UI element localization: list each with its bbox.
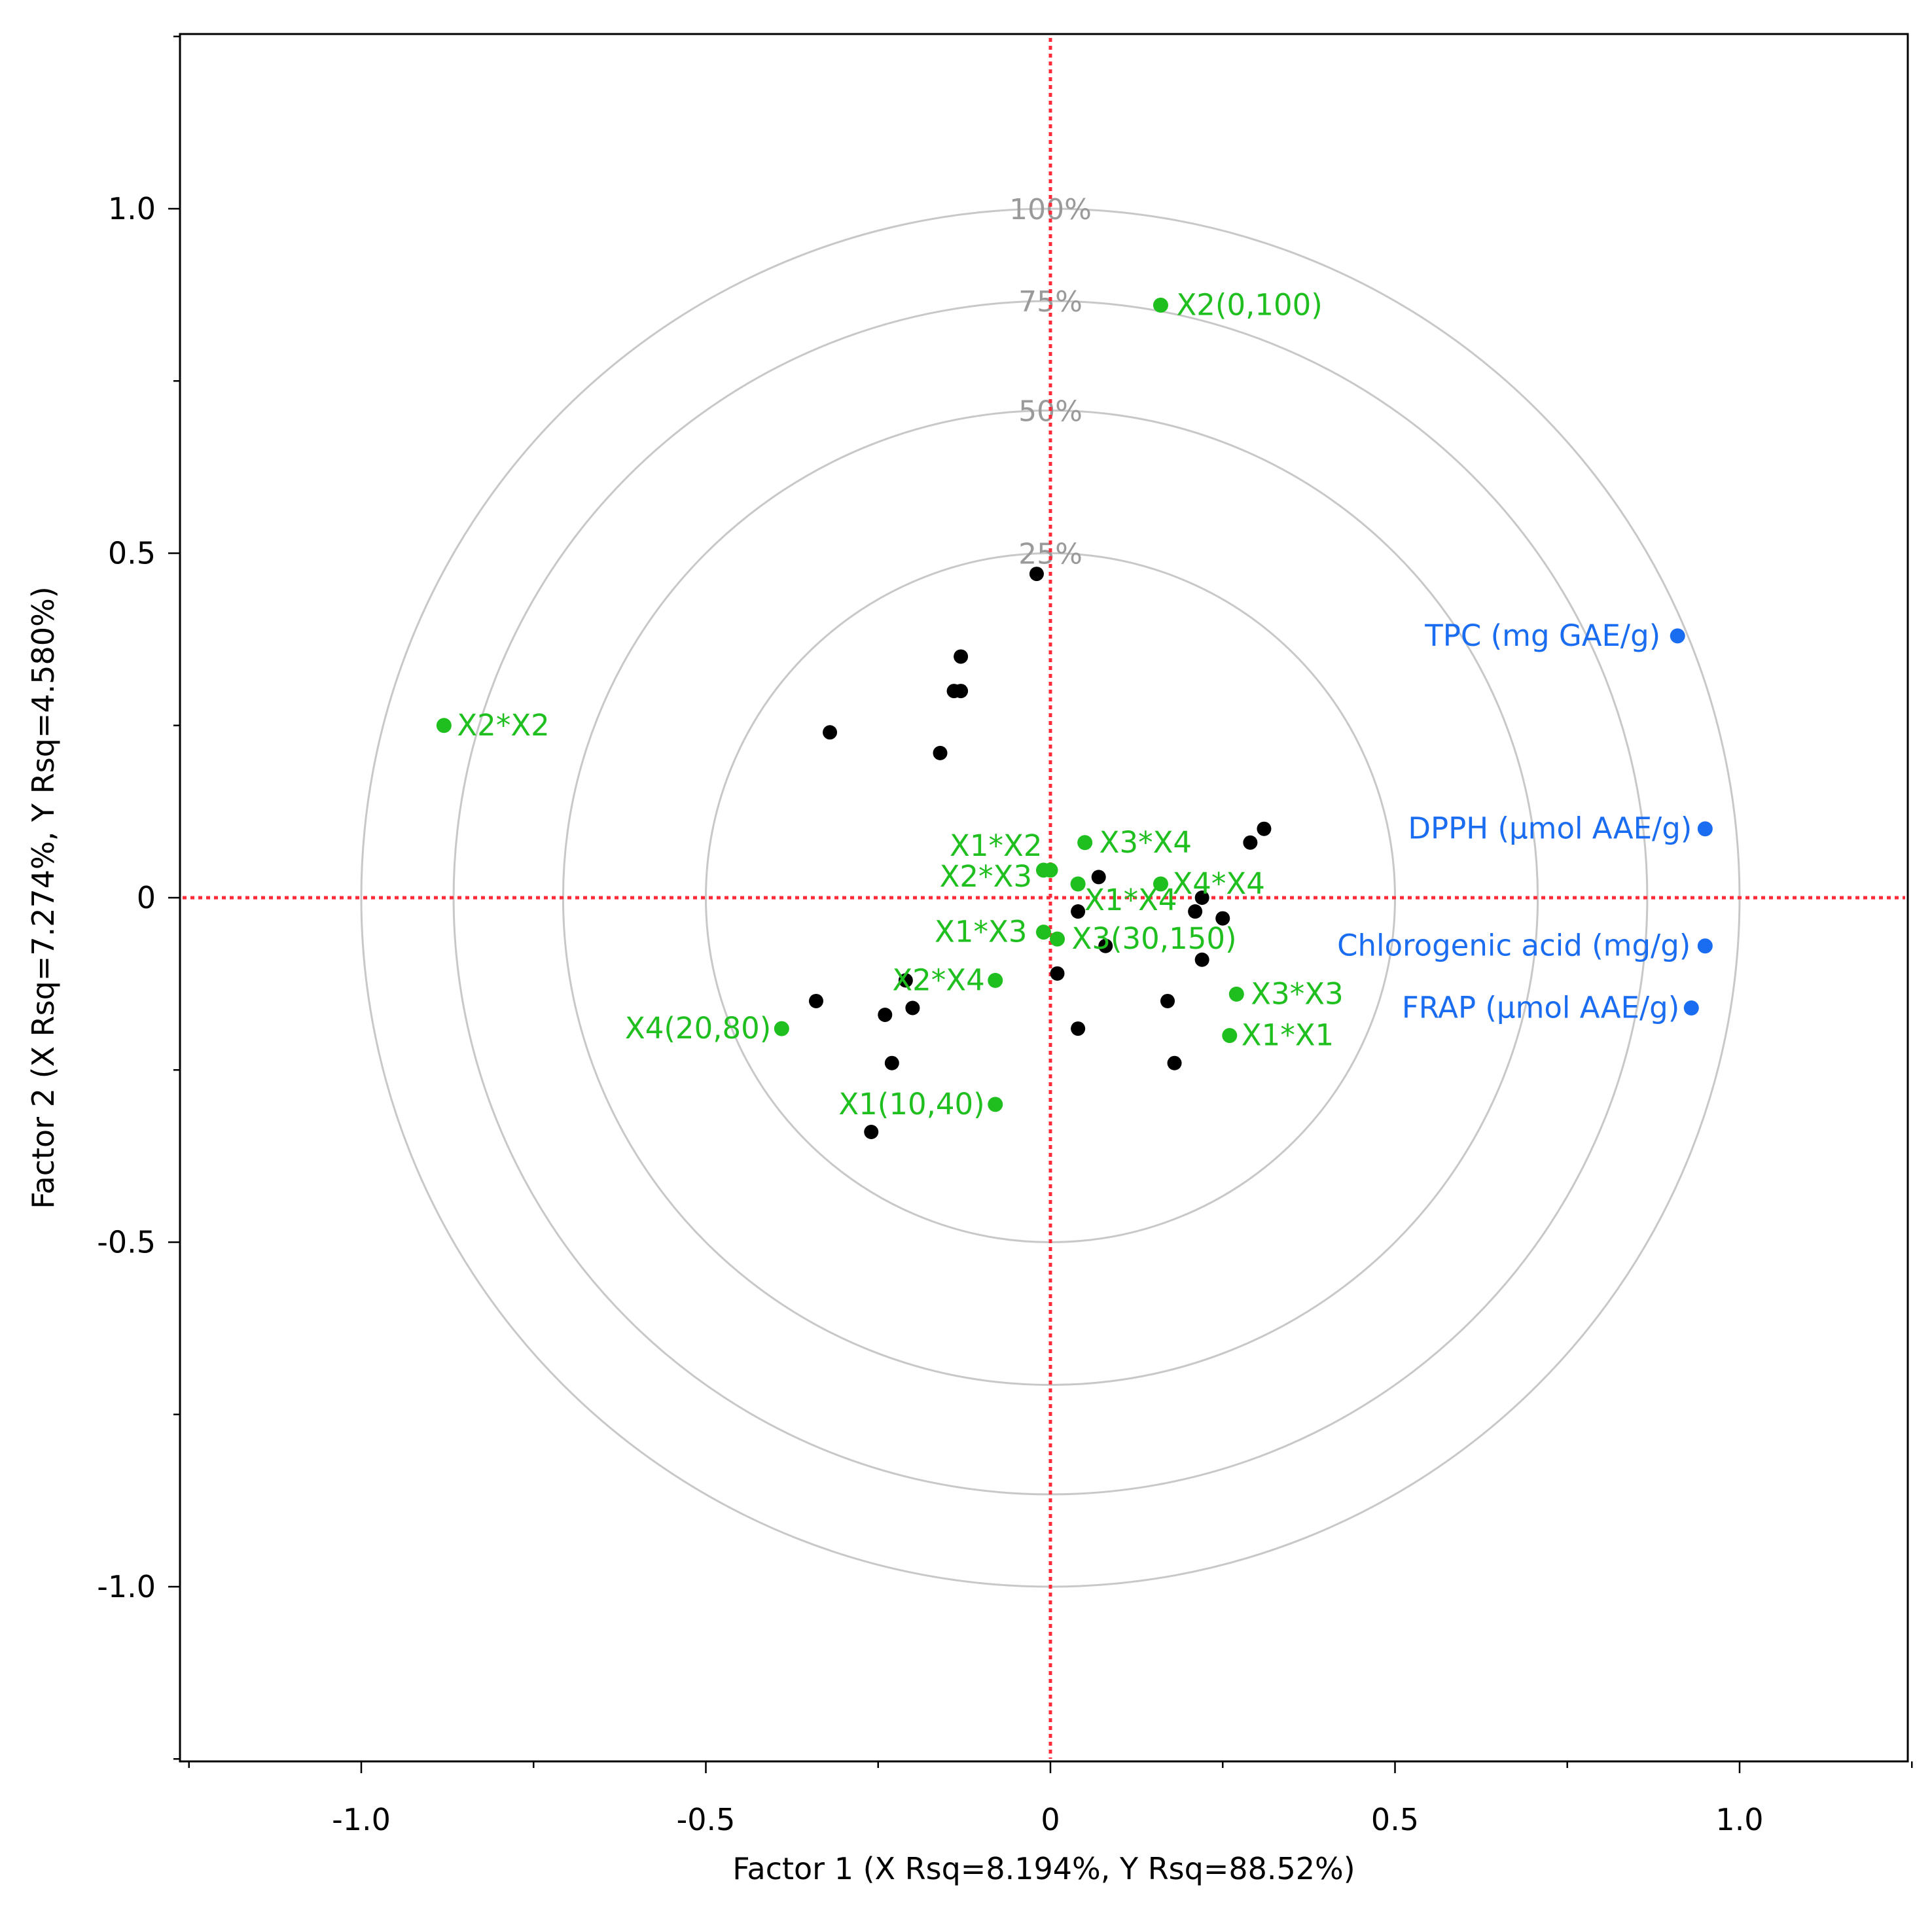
- observations-point-observation-12: [1194, 891, 1209, 905]
- observations-point-observation-23: [884, 1055, 899, 1070]
- observations-point-observation-18: [808, 993, 823, 1008]
- x_terms-label-x4-x4: X4*X4: [1172, 866, 1264, 901]
- x-axis: -1.0 -0.5 0 0.5 1.0: [188, 1761, 1913, 1837]
- x_terms-label-x2-x2: X2*X2: [457, 708, 549, 743]
- x_terms-point-x1-10-40: [988, 1097, 1003, 1112]
- y-tick-label-0-5: 0.5: [108, 536, 156, 571]
- observations-point-observation-7: [1257, 821, 1272, 836]
- x_terms-label-x2-x4: X2*X4: [892, 962, 984, 997]
- responses-point-chlorogenic-acid-mg-g: [1697, 938, 1713, 954]
- observations-point-observation-1: [1029, 567, 1044, 582]
- observations-point-observation-19: [905, 1000, 920, 1015]
- observations-point-observation-4: [954, 684, 969, 699]
- x_terms-point-x1-x3: [1035, 925, 1051, 940]
- x_terms-label-x3-x4: X3*X4: [1100, 825, 1192, 860]
- observations-point-observation-5: [823, 725, 838, 740]
- x_terms-point-x3-x4: [1077, 835, 1093, 851]
- data-points: [436, 297, 1713, 1140]
- y-tick-label-0-5: -0.5: [97, 1225, 156, 1260]
- observations-point-observation-15: [1194, 952, 1209, 967]
- observations-point-observation-14: [1098, 938, 1113, 953]
- y-tick-label-1-0: 1.0: [108, 191, 156, 226]
- x_terms-label-x1-x2: X1*X2: [950, 828, 1042, 863]
- x_terms-point-x2-x4: [988, 972, 1003, 988]
- responses-point-tpc-mg-gae-g: [1670, 628, 1685, 644]
- observations-point-observation-13: [1215, 911, 1230, 926]
- x_terms-point-x1-x4: [1070, 876, 1086, 892]
- observations-point-observation-24: [1167, 1055, 1182, 1070]
- y-axis: 1.0 0.5 0 -0.5 -1.0: [97, 35, 180, 1760]
- x_terms-point-x2-x3: [1043, 862, 1058, 878]
- x_terms-label-x3-30-150: X3(30,150): [1072, 921, 1237, 956]
- responses-point-dpph-mol-aae-g: [1697, 821, 1713, 837]
- x-axis-title: Factor 1 (X Rsq=8.194%, Y Rsq=88.52%): [732, 1851, 1355, 1886]
- x_terms-point-x2-x2: [436, 718, 452, 733]
- x_terms-point-x2-0-100: [1153, 297, 1168, 313]
- x_terms-point-x4-x4: [1153, 876, 1168, 892]
- y-tick-label-1-0: -1.0: [97, 1569, 156, 1604]
- responses-label-dpph-mol-aae-g: DPPH (µmol AAE/g): [1408, 811, 1692, 846]
- observations-point-observation-2: [954, 649, 969, 664]
- responses-label-chlorogenic-acid-mg-g: Chlorogenic acid (mg/g): [1337, 928, 1690, 963]
- x_terms-point-x1-x1: [1222, 1028, 1238, 1044]
- x-tick-label-1-0: -1.0: [332, 1802, 391, 1837]
- observations-point-observation-25: [864, 1125, 879, 1140]
- x-tick-label-0: 0: [1041, 1802, 1060, 1837]
- x_terms-label-x1-x1: X1*X1: [1242, 1018, 1334, 1053]
- observations-point-observation-10: [1071, 904, 1086, 919]
- x_terms-label-x2-0-100: X2(0,100): [1176, 287, 1322, 322]
- observations-point-observation-20: [878, 1008, 893, 1023]
- observations-point-observation-17: [898, 973, 913, 988]
- x-tick-label-0-5: -0.5: [677, 1802, 736, 1837]
- y-tick-label-0: 0: [137, 880, 156, 915]
- responses-label-tpc-mg-gae-g: TPC (mg GAE/g): [1424, 618, 1660, 653]
- x_terms-label-x2-x3: X2*X3: [940, 859, 1032, 894]
- x_terms-point-x4-20-80: [774, 1021, 789, 1036]
- x_terms-label-x4-20-80: X4(20,80): [625, 1011, 771, 1046]
- x_terms-point-x3-30-150: [1050, 931, 1065, 947]
- x_terms-point-x3-x3: [1228, 986, 1244, 1002]
- x-tick-label-0-5: 0.5: [1371, 1802, 1419, 1837]
- observations-point-observation-6: [933, 745, 948, 760]
- observations-point-observation-22: [1071, 1021, 1086, 1036]
- x_terms-label-x1-x4: X1*X4: [1084, 883, 1177, 917]
- x_terms-label-x3-x3: X3*X3: [1251, 976, 1343, 1011]
- x_terms-label-x1-10-40: X1(10,40): [838, 1087, 984, 1121]
- observations-point-observation-21: [1160, 993, 1175, 1008]
- observations-point-observation-9: [1091, 870, 1106, 885]
- observations-point-observation-11: [1188, 904, 1203, 919]
- observations-point-observation-16: [1050, 966, 1065, 981]
- observations-point-observation-8: [1243, 835, 1258, 850]
- y-axis-title: Factor 2 (X Rsq=7.274%, Y Rsq=4.580%): [26, 586, 61, 1209]
- responses-label-frap-mol-aae-g: FRAP (µmol AAE/g): [1402, 990, 1679, 1025]
- x-tick-label-1-0: 1.0: [1715, 1802, 1763, 1837]
- responses-point-frap-mol-aae-g: [1683, 1000, 1699, 1015]
- x_terms-label-x1-x3: X1*X3: [935, 915, 1027, 949]
